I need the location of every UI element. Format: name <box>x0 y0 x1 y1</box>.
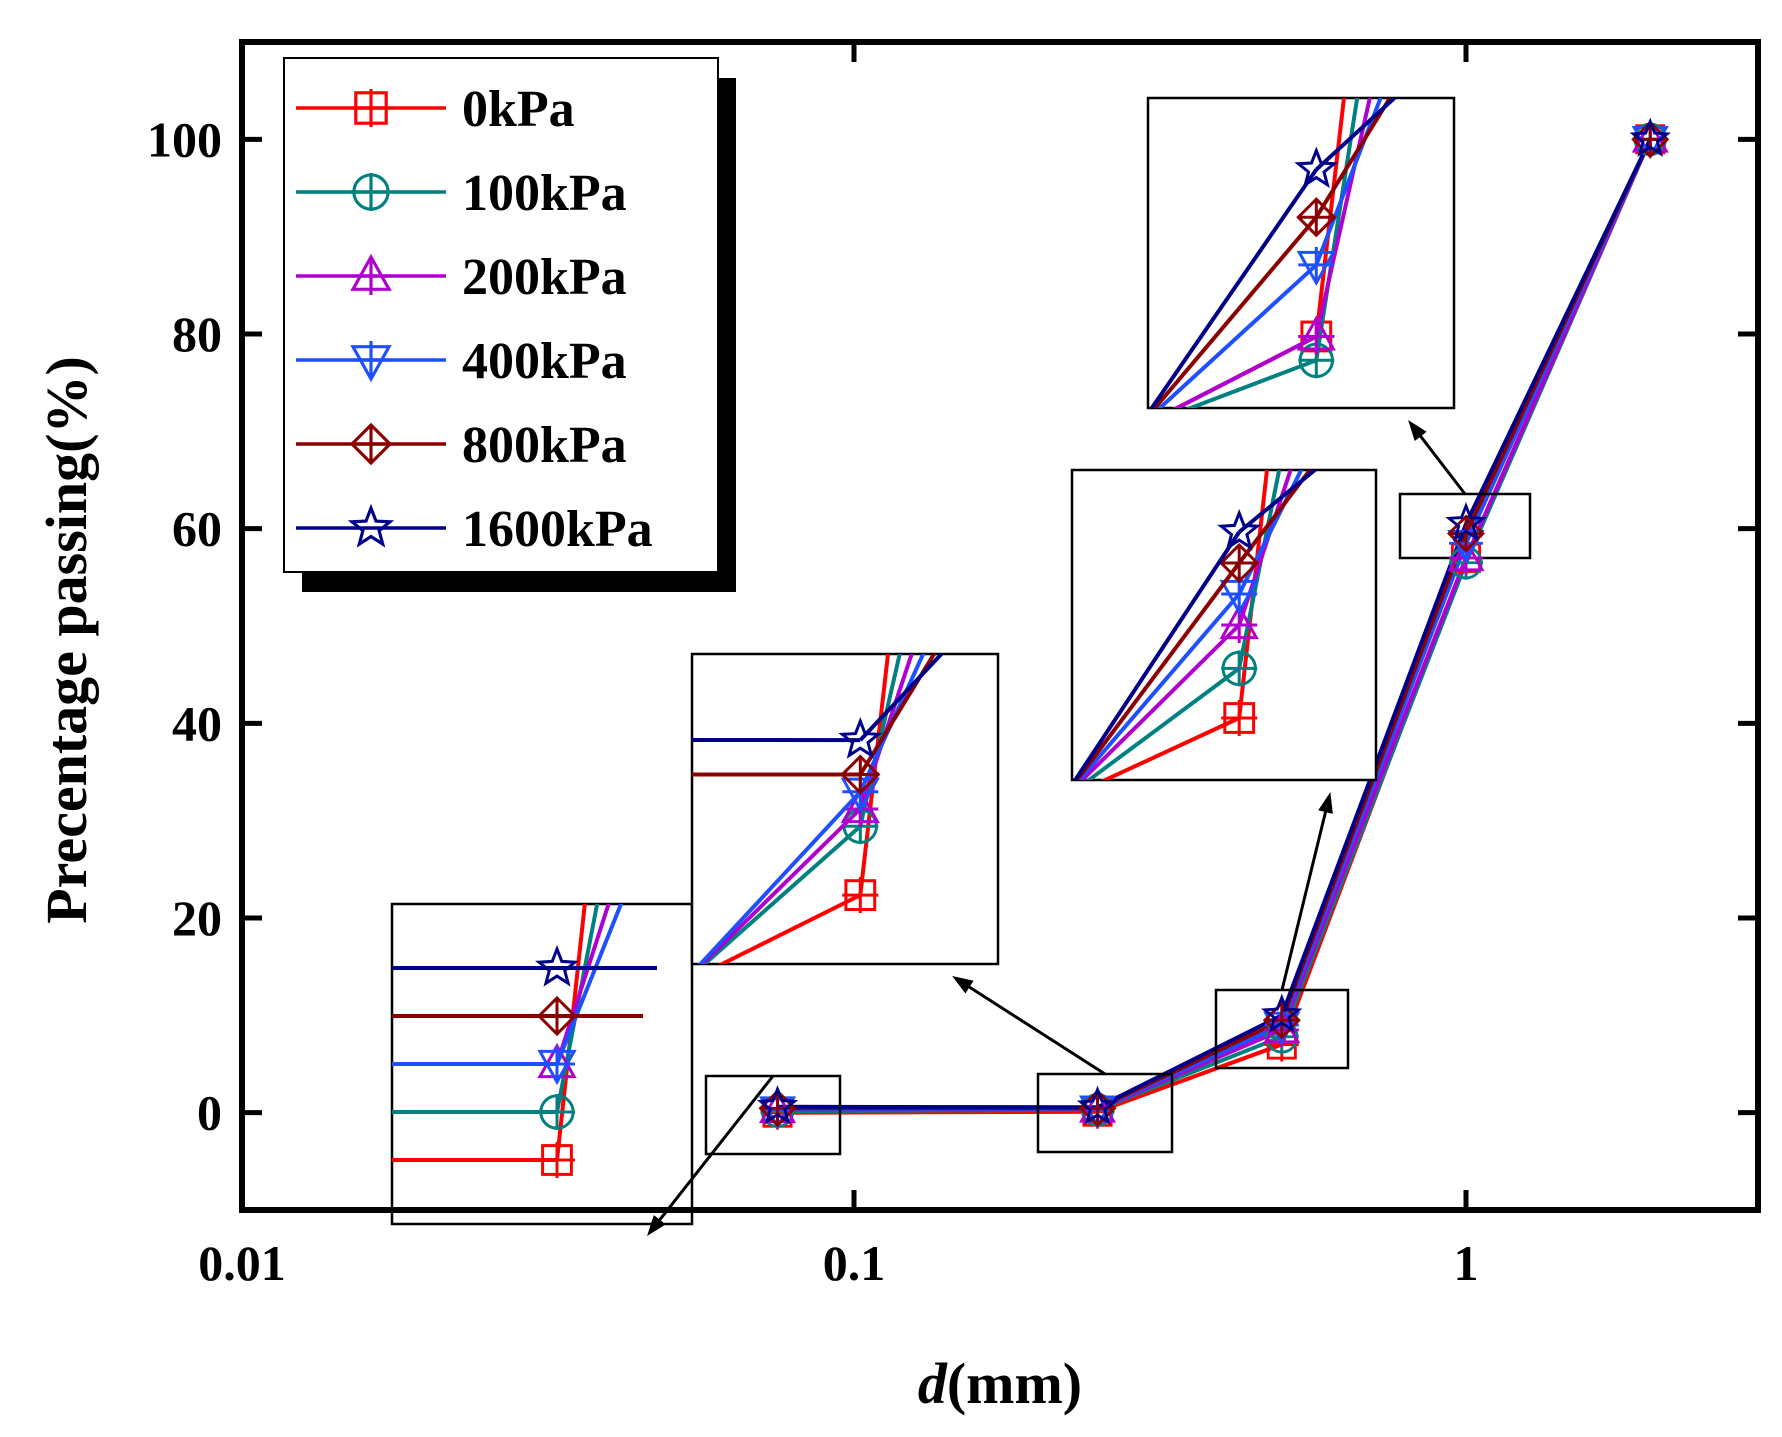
plot-frame <box>239 39 1761 1213</box>
inset-0.075-point-800kPa <box>536 995 578 1037</box>
y-tick-label-2: 40 <box>172 695 222 751</box>
point-1600kPa-2 <box>1261 993 1303 1034</box>
legend-box <box>283 57 719 573</box>
legend-label-0kPa: 0kPa <box>462 81 575 138</box>
inset-0.075-target-box <box>704 1074 842 1156</box>
legend-entry-400kPa: 400kPa <box>296 333 627 390</box>
legend-marker-400kPa <box>350 341 392 383</box>
y-tick-label-1: 20 <box>172 890 222 946</box>
inset-0.5-point-800kPa <box>1219 542 1260 584</box>
y-tick-label-0: 0 <box>197 1085 222 1141</box>
inset-1-arrow-head <box>1408 420 1427 441</box>
inset-0.075 <box>390 902 842 1226</box>
inset-0.25-point-0kPa <box>842 877 879 914</box>
inset-1-point-1600kPa <box>1294 146 1339 189</box>
inset-0.5-point-100kPa <box>1221 650 1258 687</box>
y-tick-label-5: 100 <box>147 111 222 167</box>
point-1600kPa-1 <box>1076 1085 1119 1126</box>
inset-0.5-arrow-head <box>1318 792 1333 814</box>
inset-0.25-arrow <box>966 984 1106 1076</box>
legend-marker-200kPa <box>350 253 392 295</box>
legend-label-100kPa: 100kPa <box>462 165 627 222</box>
inset-0.5-point-0kPa <box>1221 700 1258 736</box>
inset-0.25 <box>690 652 1174 1154</box>
legend-entry-200kPa: 200kPa <box>296 249 627 306</box>
inset-1-arrow <box>1417 433 1467 495</box>
legend-label-200kPa: 200kPa <box>462 249 627 306</box>
legend-marker-0kPa <box>352 89 390 127</box>
legend-entry-100kPa: 100kPa <box>296 165 627 222</box>
legend-entry-800kPa: 800kPa <box>296 417 627 474</box>
inset-0.075-point-100kPa <box>539 1094 575 1130</box>
inset-1-point-200kPa <box>1296 315 1336 355</box>
inset-0.075-point-400kPa <box>537 1046 577 1086</box>
inset-0.5 <box>1070 468 1378 1070</box>
x-tick-label-1: 0.1 <box>823 1235 886 1291</box>
legend-marker-100kPa <box>352 173 390 211</box>
y-tick-label-3: 60 <box>172 501 222 557</box>
legend-entries: 0kPa 100kPa 200kPa 400kPa 800kPa 1600kPa <box>296 81 653 558</box>
inset-0.075-point-0kPa <box>539 1142 575 1178</box>
inset-0.5-arrow <box>1280 808 1328 991</box>
inset-0.075-point-1600kPa <box>535 944 579 987</box>
y-tick-label-4: 80 <box>172 306 222 362</box>
legend-marker-800kPa <box>349 422 393 466</box>
x-axis-title-symbol: d <box>918 1351 948 1416</box>
point-1600kPa-0 <box>756 1085 799 1125</box>
y-axis-ticks: 0 20 40 60 80 100 <box>147 111 1758 1141</box>
point-1600kPa-4 <box>1629 117 1671 158</box>
inset-0.25-point-800kPa <box>840 754 881 795</box>
inset-0.075-arrow <box>656 1075 775 1224</box>
inset-0.5-point-1600kPa <box>1217 508 1262 551</box>
inset-1 <box>1146 96 1532 560</box>
x-tick-label-0: 0.01 <box>198 1235 286 1291</box>
inset-0.075-arrow-head <box>647 1215 666 1236</box>
legend-marker-1600kPa <box>347 503 395 548</box>
legend: 0kPa 100kPa 200kPa 400kPa 800kPa 1600kPa <box>283 57 736 592</box>
x-axis-title: d(mm) <box>918 1351 1082 1416</box>
inset-1-point-400kPa <box>1296 246 1336 286</box>
inset-0.25-arrow-head <box>952 976 974 994</box>
main-markers <box>756 117 1671 1130</box>
point-1600kPa-3 <box>1445 501 1487 542</box>
legend-label-400kPa: 400kPa <box>462 333 627 390</box>
point-800kPa-3 <box>1446 514 1486 553</box>
insets <box>390 96 1532 1226</box>
inset-1-point-800kPa <box>1296 197 1337 238</box>
legend-entry-1600kPa: 1600kPa <box>296 501 653 558</box>
legend-label-1600kPa: 1600kPa <box>462 501 653 558</box>
inset-0.25-point-1600kPa <box>838 717 883 759</box>
y-axis-title: Precentage passing(%) <box>34 356 99 924</box>
x-axis-ticks: 0.01 0.1 1 <box>198 42 1479 1291</box>
inset-arrows <box>647 420 1467 1236</box>
x-tick-label-2: 1 <box>1454 1235 1479 1291</box>
legend-label-800kPa: 800kPa <box>462 417 627 474</box>
legend-entry-0kPa: 0kPa <box>296 81 575 138</box>
x-axis-title-unit: (mm) <box>947 1351 1082 1416</box>
point-800kPa-0 <box>758 1089 797 1128</box>
